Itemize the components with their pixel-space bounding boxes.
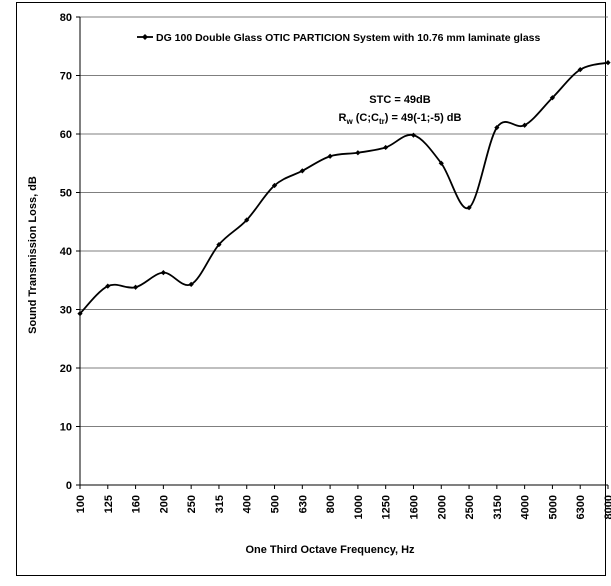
data-point-1250: [383, 144, 389, 151]
x-tick-label: 8000: [603, 495, 611, 519]
data-point-6300: [577, 67, 583, 73]
series-markers: [77, 60, 611, 317]
x-tick-label: 250: [186, 495, 198, 513]
x-tick-label: 400: [242, 495, 254, 513]
legend: DG 100 Double Glass OTIC PARTICION Syste…: [137, 32, 541, 44]
legend-label: DG 100 Double Glass OTIC PARTICION Syste…: [156, 32, 541, 44]
x-tick-label: 4000: [520, 495, 532, 519]
data-point-315: [216, 241, 222, 248]
rw-mid: (C;C: [353, 112, 379, 124]
x-tick-label: 200: [158, 495, 170, 513]
x-tick-label: 125: [103, 495, 115, 513]
data-point-2500: [466, 205, 472, 211]
y-axis-title: Sound Transmission Loss, dB: [27, 176, 39, 334]
x-tick-label: 5000: [547, 495, 559, 519]
x-tick-label: 630: [297, 495, 309, 513]
data-point-630: [299, 168, 305, 174]
data-point-160: [132, 284, 139, 290]
y-tick-label: 10: [60, 422, 72, 434]
gridlines: [80, 16, 608, 427]
y-tick-label: 80: [60, 12, 72, 24]
y-tick-label: 30: [60, 305, 72, 317]
rw-sub: w: [345, 117, 353, 126]
x-tick-label: 1000: [353, 495, 365, 519]
data-point-1600: [410, 132, 417, 138]
x-tick-label: 1600: [408, 495, 420, 519]
y-tick-label: 20: [60, 363, 72, 375]
chart-frame: [16, 2, 606, 576]
rw-prefix: R: [339, 112, 347, 124]
x-tick-label: 315: [214, 495, 226, 513]
data-point-400: [244, 217, 250, 223]
x-tick-label: 2000: [436, 495, 448, 519]
legend-marker: [142, 34, 148, 40]
x-tick-label: 800: [325, 495, 337, 513]
y-tick-label: 40: [60, 246, 72, 258]
y-tick-label: 50: [60, 188, 72, 200]
data-point-250: [188, 281, 194, 287]
x-tick-label: 2500: [464, 495, 476, 519]
rw-sub2: tr: [379, 117, 385, 126]
y-tick-label: 60: [60, 129, 72, 141]
x-tick-label: 100: [75, 495, 87, 513]
x-tick-label: 500: [270, 495, 282, 513]
data-point-8000: [605, 60, 611, 66]
data-point-500: [271, 182, 278, 189]
series-line: [79, 61, 609, 315]
y-tick-labels: 0 10 20 30 40 50 60 70 80: [60, 12, 80, 492]
data-point-100: [77, 310, 83, 317]
x-tick-label: 1250: [381, 495, 393, 519]
rw-annotation: Rw (C;Ctr) = 49(-1;-5) dB: [339, 112, 462, 126]
data-point-3150: [494, 124, 500, 131]
x-tick-labels: 100 125 160 200 250 315 400 500 630 800 1000 1250 16…: [75, 485, 611, 519]
y-tick-label: 0: [66, 480, 72, 492]
data-point-5000: [549, 95, 556, 101]
data-point-200: [160, 270, 166, 276]
data-point-125: [105, 283, 111, 289]
data-point-4000: [522, 122, 528, 128]
data-point-800: [327, 153, 333, 159]
data-point-1000: [355, 150, 361, 156]
x-tick-label: 6300: [575, 495, 587, 519]
y-tick-label: 70: [60, 71, 72, 83]
x-tick-label: 160: [131, 495, 143, 513]
rw-suffix: ) = 49(-1;-5) dB: [385, 112, 462, 124]
stc-annotation: STC = 49dB: [369, 94, 430, 106]
x-axis-title: One Third Octave Frequency, Hz: [245, 544, 415, 556]
data-point-2000: [438, 160, 444, 166]
x-tick-label: 3150: [492, 495, 504, 519]
